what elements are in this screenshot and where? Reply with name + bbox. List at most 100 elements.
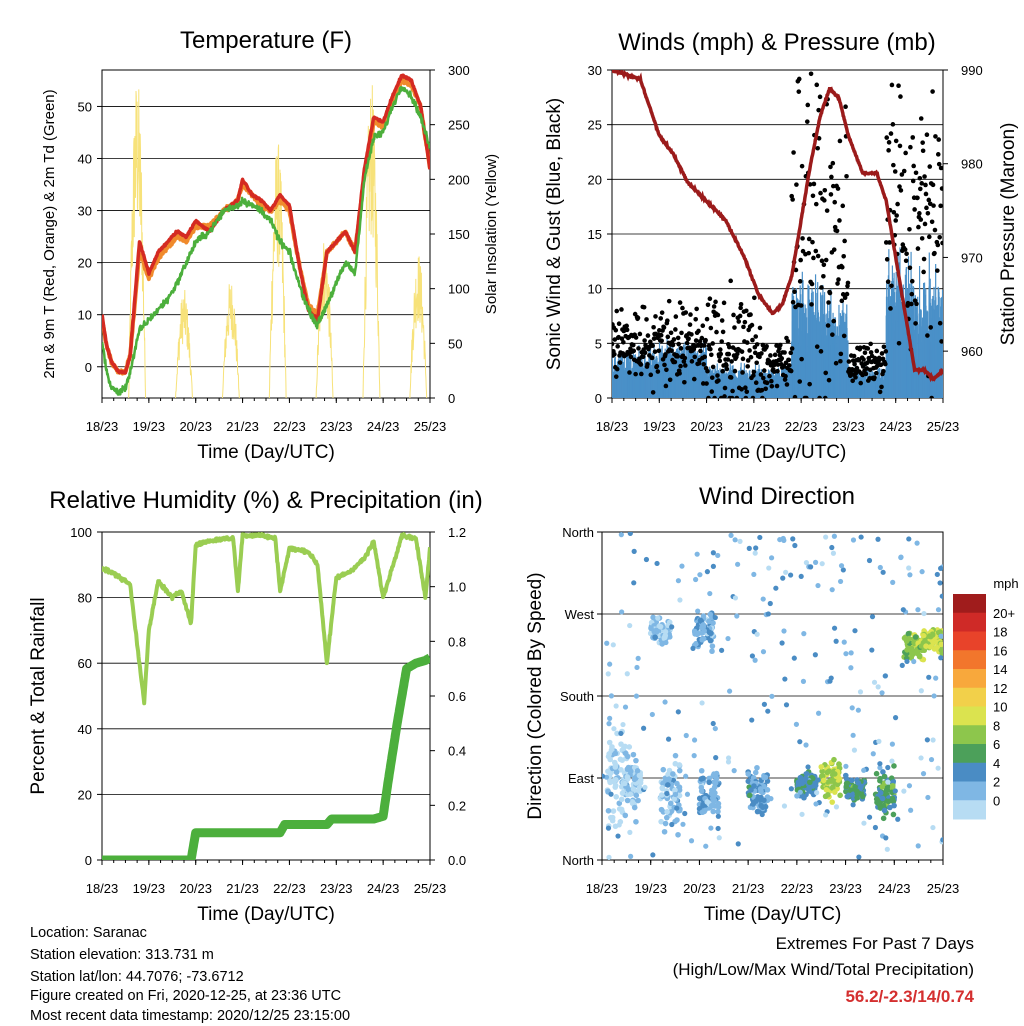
gust-point — [936, 161, 942, 167]
gust-point — [644, 317, 649, 322]
gust-point — [717, 347, 723, 352]
wind-direction-point — [660, 780, 666, 787]
gust-point — [838, 351, 844, 357]
colorbar-label: 4 — [993, 756, 1000, 771]
wind-direction-point — [725, 759, 732, 765]
x-tick-label: 18/23 — [86, 881, 119, 896]
wind-direction-point — [870, 751, 876, 757]
wind-direction-point — [715, 808, 721, 815]
gust-point — [687, 322, 693, 327]
wind-direction-point — [624, 766, 631, 772]
wind-direction-point — [829, 587, 835, 593]
wind-direction-point — [852, 628, 858, 634]
gust-point — [909, 301, 914, 307]
gust-point — [624, 323, 629, 329]
wind-direction-point — [669, 821, 675, 828]
gust-point — [842, 295, 848, 301]
wind-direction-point — [861, 767, 867, 773]
wind-direction-point — [887, 804, 893, 811]
wind-direction-point — [930, 737, 936, 743]
wind-direction-point — [837, 578, 844, 585]
gust-point — [933, 134, 938, 139]
wind-direction-point — [754, 631, 760, 637]
gust-point — [751, 373, 756, 378]
panel-title: Winds (mph) & Pressure (mb) — [618, 29, 935, 56]
gust-point — [830, 332, 835, 337]
wind-direction-point — [873, 796, 880, 802]
wind-direction-point — [881, 773, 888, 780]
gust-point — [887, 240, 892, 245]
gust-point — [750, 337, 755, 343]
wind-direction-point — [934, 571, 940, 578]
gust-point — [815, 145, 820, 151]
wind-direction-point — [607, 715, 613, 721]
gust-point — [844, 173, 849, 179]
wind-direction-point — [630, 786, 637, 792]
solar-insolation-line — [409, 256, 428, 398]
wind-direction-point — [624, 671, 630, 677]
gust-point — [889, 82, 895, 88]
gust-point — [881, 344, 887, 350]
gust-point — [822, 187, 828, 193]
wind-direction-point — [706, 629, 713, 636]
gust-point — [714, 329, 719, 335]
wind-direction-point — [906, 536, 912, 542]
wind-direction-point — [760, 596, 766, 602]
gust-point — [913, 321, 918, 326]
gust-point — [883, 361, 888, 367]
wind-direction-point — [890, 579, 896, 585]
wind-direction-point — [788, 786, 794, 792]
gust-point — [689, 332, 694, 337]
wind-direction-point — [877, 777, 883, 784]
solar-insolation-line — [128, 89, 147, 398]
relative-humidity-line — [102, 532, 430, 706]
wind-direction-point — [698, 767, 705, 774]
wind-direction-point — [633, 818, 639, 825]
gust-point — [814, 344, 820, 349]
gust-point — [821, 3, 826, 8]
gust-point — [747, 348, 752, 353]
wind-direction-point — [663, 639, 669, 646]
wind-direction-point — [728, 532, 734, 538]
gust-point — [651, 324, 656, 330]
wind-direction-point — [707, 611, 714, 618]
wind-direction-point — [923, 643, 929, 650]
wind-direction-point — [608, 791, 614, 797]
wind-direction-point — [708, 825, 714, 831]
wind-direction-point — [732, 537, 738, 543]
gust-point — [881, 368, 886, 374]
gust-point — [821, 262, 827, 268]
y-tick-label: 0 — [595, 391, 602, 406]
wind-direction-point — [693, 576, 699, 583]
y-tick-label: 5 — [595, 336, 602, 351]
wind-direction-point — [856, 854, 862, 860]
gust-point — [677, 300, 683, 305]
gust-point — [769, 383, 775, 389]
gust-point — [892, 169, 898, 174]
wind-direction-point — [760, 804, 766, 811]
wind-direction-point — [904, 658, 910, 665]
wind-direction-point — [869, 647, 875, 653]
gust-point — [732, 368, 738, 374]
wind-direction-point — [706, 779, 712, 786]
gust-point — [672, 359, 678, 365]
gust-point — [748, 354, 754, 360]
plot-area — [102, 532, 430, 860]
gust-point — [650, 343, 655, 349]
wind-direction-point — [761, 774, 767, 781]
colorbar-swatch — [953, 594, 986, 614]
wind-direction-point — [665, 771, 671, 778]
gust-point — [804, 395, 809, 398]
gust-point — [872, 375, 877, 380]
wind-direction-point — [812, 559, 819, 565]
gust-point — [740, 356, 746, 362]
gust-point — [896, 340, 902, 346]
wind-direction-point — [618, 767, 624, 773]
wind-direction-point — [634, 664, 640, 671]
gust-point — [899, 172, 905, 177]
y-tick-label: 15 — [588, 227, 602, 242]
wind-direction-point — [664, 809, 670, 815]
wind-direction-point — [803, 742, 809, 748]
wind-direction-point — [914, 540, 920, 546]
wind-direction-point — [855, 707, 861, 713]
